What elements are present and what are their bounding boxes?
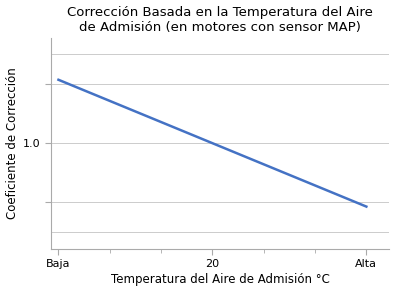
Y-axis label: Coeficiente de Corrección: Coeficiente de Corrección [6, 67, 19, 219]
Title: Corrección Basada en la Temperatura del Aire
de Admisión (en motores con sensor : Corrección Basada en la Temperatura del … [67, 6, 373, 34]
X-axis label: Temperatura del Aire de Admisión °C: Temperatura del Aire de Admisión °C [111, 273, 329, 286]
